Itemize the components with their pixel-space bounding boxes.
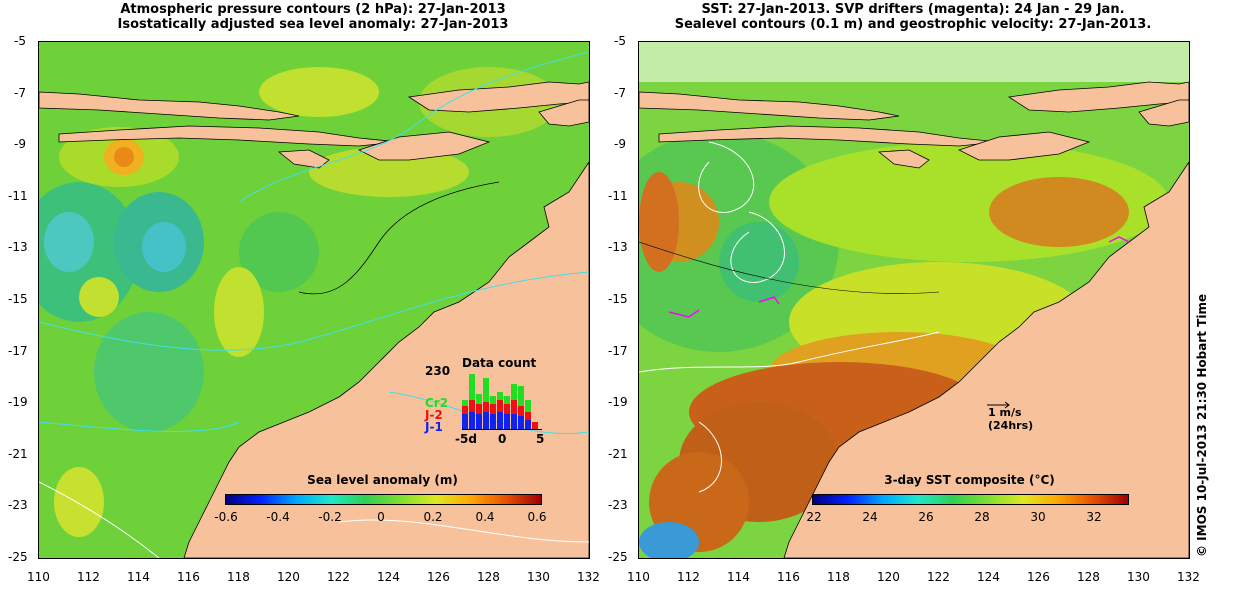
left-x-tick: 124 bbox=[377, 570, 400, 584]
right-y-tick: -23 bbox=[608, 498, 628, 512]
right-y-tick: -7 bbox=[614, 86, 626, 100]
right-colorbar-tick: 28 bbox=[974, 510, 990, 524]
left-colorbar-tick: -0.6 bbox=[214, 510, 238, 524]
inset-histogram bbox=[462, 370, 542, 430]
right-colorbar-tick: 22 bbox=[806, 510, 822, 524]
right-x-tick: 126 bbox=[1027, 570, 1050, 584]
left-x-tick: 120 bbox=[277, 570, 300, 584]
right-y-tick: -5 bbox=[614, 34, 626, 48]
left-x-tick: 118 bbox=[227, 570, 250, 584]
left-x-tick: 130 bbox=[527, 570, 550, 584]
left-y-tick: -13 bbox=[8, 240, 28, 254]
right-colorbar-tick: 32 bbox=[1086, 510, 1102, 524]
left-y-tick: -17 bbox=[8, 344, 28, 358]
right-title-1: SST: 27-Jan-2013. SVP drifters (magenta)… bbox=[701, 2, 1125, 17]
right-colorbar bbox=[812, 494, 1129, 505]
left-y-tick: -5 bbox=[14, 34, 26, 48]
right-y-tick: -11 bbox=[608, 189, 628, 203]
inset-xtick: 0 bbox=[498, 432, 507, 446]
right-y-tick: -21 bbox=[608, 447, 628, 461]
inset-legend-j2: J-2 bbox=[425, 408, 443, 422]
left-colorbar-tick: -0.4 bbox=[266, 510, 290, 524]
inset-xtick: 5 bbox=[536, 432, 545, 446]
left-colorbar bbox=[225, 494, 542, 505]
right-colorbar-title: 3-day SST composite (°C) bbox=[884, 473, 1055, 487]
right-y-tick: -13 bbox=[608, 240, 628, 254]
left-x-tick: 114 bbox=[127, 570, 150, 584]
right-y-tick: -19 bbox=[608, 395, 628, 409]
velocity-scale-sublabel: (24hrs) bbox=[988, 419, 1034, 432]
right-x-tick: 122 bbox=[927, 570, 950, 584]
sea-level-anomaly-map bbox=[38, 41, 590, 559]
left-colorbar-tick: 0.6 bbox=[527, 510, 547, 524]
left-x-tick: 128 bbox=[477, 570, 500, 584]
left-y-tick: -23 bbox=[8, 498, 28, 512]
left-y-tick: -7 bbox=[14, 86, 26, 100]
left-title-1: Atmospheric pressure contours (2 hPa): 2… bbox=[120, 2, 506, 17]
left-y-tick: -21 bbox=[8, 447, 28, 461]
right-x-tick: 110 bbox=[627, 570, 650, 584]
left-x-tick: 116 bbox=[177, 570, 200, 584]
right-x-tick: 130 bbox=[1127, 570, 1150, 584]
left-colorbar-tick: 0.2 bbox=[423, 510, 443, 524]
right-x-tick: 118 bbox=[827, 570, 850, 584]
right-x-tick: 116 bbox=[777, 570, 800, 584]
right-colorbar-tick: 30 bbox=[1030, 510, 1046, 524]
imos-credit: © IMOS 10-Jul-2013 21:30 Hobart Time bbox=[1195, 293, 1209, 557]
left-y-tick: -11 bbox=[8, 189, 28, 203]
right-x-tick: 128 bbox=[1077, 570, 1100, 584]
left-colorbar-tick: -0.2 bbox=[318, 510, 342, 524]
left-x-tick: 110 bbox=[27, 570, 50, 584]
inset-legend-j1: J-1 bbox=[425, 420, 443, 434]
left-title-2: Isostatically adjusted sea level anomaly… bbox=[117, 17, 509, 32]
right-x-tick: 120 bbox=[877, 570, 900, 584]
right-x-tick: 112 bbox=[677, 570, 700, 584]
right-y-tick: -9 bbox=[614, 137, 626, 151]
right-y-tick: -17 bbox=[608, 344, 628, 358]
right-colorbar-tick: 26 bbox=[918, 510, 934, 524]
left-colorbar-title: Sea level anomaly (m) bbox=[307, 473, 458, 487]
velocity-scale-label: 1 m/s bbox=[988, 406, 1022, 419]
left-y-tick: -9 bbox=[14, 137, 26, 151]
right-y-tick: -25 bbox=[608, 550, 628, 564]
left-y-tick: -25 bbox=[8, 550, 28, 564]
sst-map bbox=[638, 41, 1190, 559]
inset-xtick: -5d bbox=[455, 432, 477, 446]
inset-title: Data count bbox=[462, 356, 537, 370]
inset-legend-cr2: Cr2 bbox=[425, 396, 449, 410]
left-x-tick: 132 bbox=[577, 570, 600, 584]
right-x-tick: 114 bbox=[727, 570, 750, 584]
right-y-tick: -15 bbox=[608, 292, 628, 306]
left-y-tick: -19 bbox=[8, 395, 28, 409]
left-colorbar-tick: 0.4 bbox=[475, 510, 495, 524]
right-x-tick: 124 bbox=[977, 570, 1000, 584]
left-y-tick: -15 bbox=[8, 292, 28, 306]
right-x-tick: 132 bbox=[1177, 570, 1200, 584]
left-x-tick: 122 bbox=[327, 570, 350, 584]
inset-ymax: 230 bbox=[425, 364, 451, 378]
right-title-2: Sealevel contours (0.1 m) and geostrophi… bbox=[674, 17, 1152, 32]
right-colorbar-tick: 24 bbox=[862, 510, 878, 524]
left-x-tick: 112 bbox=[77, 570, 100, 584]
left-colorbar-tick: 0 bbox=[377, 510, 385, 524]
left-x-tick: 126 bbox=[427, 570, 450, 584]
